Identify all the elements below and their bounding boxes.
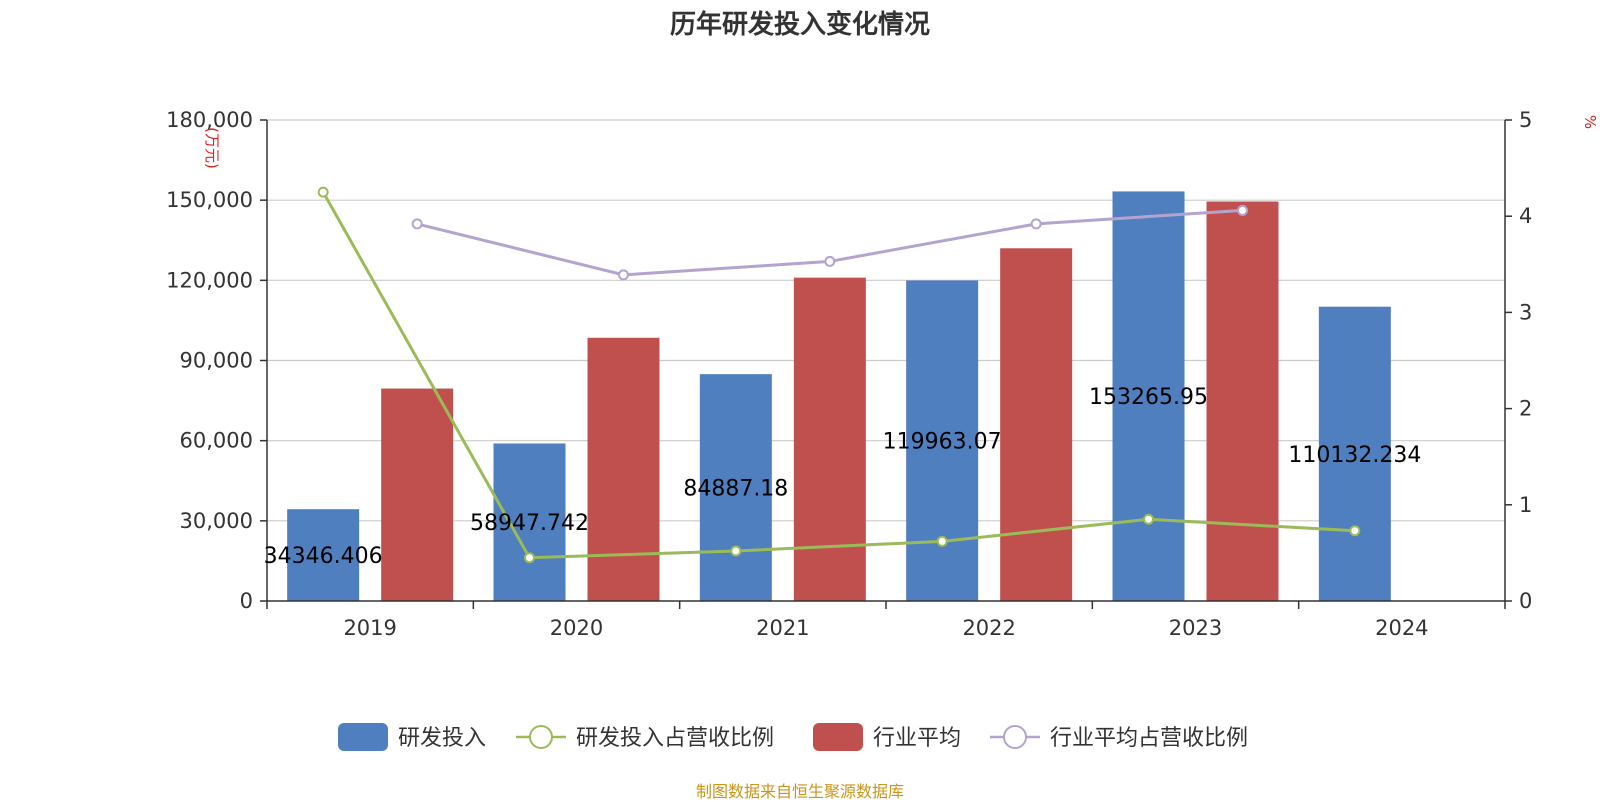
bar-industry bbox=[793, 277, 866, 601]
right-tick-label: 3 bbox=[1519, 300, 1532, 324]
bar-industry bbox=[587, 337, 660, 601]
bar-data-label: 84887.18 bbox=[683, 477, 788, 502]
bar-rd bbox=[699, 374, 772, 601]
right-tick-label: 1 bbox=[1519, 493, 1532, 517]
legend-swatch-bar bbox=[813, 723, 863, 751]
x-tick-label: 2022 bbox=[962, 616, 1015, 640]
line-point bbox=[936, 535, 948, 547]
right-tick-label: 5 bbox=[1519, 108, 1532, 132]
lines-layer bbox=[317, 186, 1361, 564]
bar-industry bbox=[1000, 248, 1073, 601]
grid-layer bbox=[267, 119, 1505, 522]
line-point bbox=[1349, 525, 1361, 537]
x-tick-label: 2024 bbox=[1375, 616, 1428, 640]
bars-layer bbox=[287, 191, 1391, 601]
legend-label: 研发投入占营收比例 bbox=[576, 726, 774, 751]
left-tick-label: 90,000 bbox=[180, 349, 253, 373]
line-point bbox=[411, 218, 423, 230]
bar-data-label: 110132.234 bbox=[1288, 443, 1421, 468]
series-line-rd-ratio bbox=[321, 191, 1355, 560]
left-tick-label: 60,000 bbox=[180, 429, 253, 453]
left-tick-label: 180,000 bbox=[166, 108, 253, 132]
bar-rd bbox=[1112, 191, 1185, 601]
line-point bbox=[824, 255, 836, 267]
x-tick-label: 2019 bbox=[343, 616, 396, 640]
x-tick-label: 2020 bbox=[550, 616, 603, 640]
legend-swatch-bar bbox=[338, 723, 388, 751]
left-tick-label: 150,000 bbox=[166, 188, 253, 212]
legend-label: 研发投入 bbox=[398, 726, 486, 751]
line-point bbox=[1030, 218, 1042, 230]
bar-data-label: 34346.406 bbox=[264, 544, 383, 569]
line-point bbox=[317, 186, 329, 198]
left-tick-label: 0 bbox=[240, 589, 253, 613]
bar-data-label: 153265.95 bbox=[1089, 385, 1208, 410]
bar-rd bbox=[906, 280, 979, 601]
left-axis-unit: (万元) bbox=[203, 127, 221, 169]
chart-title: 历年研发投入变化情况 bbox=[669, 10, 930, 40]
line-point bbox=[524, 552, 535, 564]
legend-swatch-marker bbox=[529, 725, 553, 749]
line-point bbox=[1237, 204, 1248, 216]
line-point bbox=[1143, 513, 1154, 525]
bar-industry bbox=[381, 388, 454, 601]
bar-data-label: 58947.742 bbox=[470, 511, 589, 536]
axes-layer: 0 30,000 60,000 90,000 120,000 150,000 180,000… bbox=[166, 108, 1599, 640]
bar-industry bbox=[1206, 201, 1279, 601]
bar-rd bbox=[1318, 306, 1391, 601]
legend-label: 行业平均 bbox=[873, 726, 961, 751]
right-tick-label: 2 bbox=[1519, 397, 1532, 421]
bar-rd bbox=[493, 443, 566, 601]
left-tick-label: 120,000 bbox=[166, 268, 253, 292]
line-point bbox=[730, 545, 742, 557]
data-labels-layer: 34346.406 58947.742 84887.18 119963.07 15326… bbox=[264, 385, 1422, 569]
x-tick-label: 2021 bbox=[756, 616, 809, 640]
right-tick-label: 0 bbox=[1519, 589, 1532, 613]
right-axis-unit: % bbox=[1581, 115, 1599, 129]
source-note: 制图数据来自恒生聚源数据库 bbox=[695, 782, 904, 801]
legend-label: 行业平均占营收比例 bbox=[1050, 726, 1248, 751]
x-tick-label: 2023 bbox=[1169, 616, 1222, 640]
left-tick-label: 30,000 bbox=[180, 509, 253, 533]
right-tick-label: 4 bbox=[1519, 204, 1532, 228]
legend: 研发投入 研发投入占营收比例 行业平均 行业平均占营收比例 bbox=[338, 723, 1248, 751]
line-point bbox=[618, 269, 629, 281]
legend-swatch-marker bbox=[1003, 725, 1027, 749]
bar-rd bbox=[287, 509, 360, 601]
bar-data-label: 119963.07 bbox=[883, 430, 1002, 455]
